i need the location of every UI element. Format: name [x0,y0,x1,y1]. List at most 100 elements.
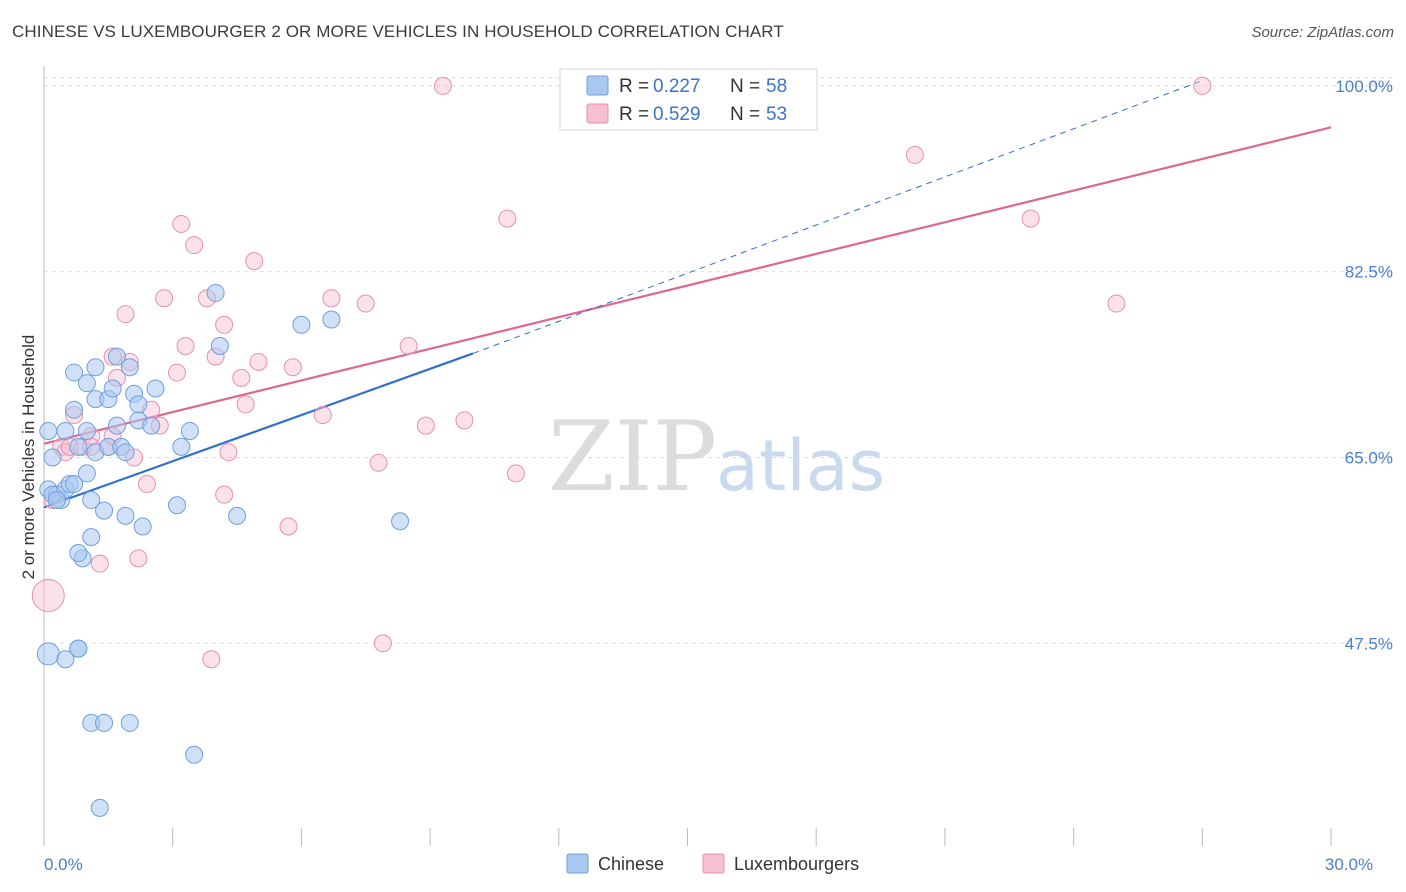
legend-bottom: Chinese Luxembourgers [566,853,859,874]
chinese-point [65,475,84,494]
luxembourgers-point [399,337,418,356]
chinese-point [56,650,75,669]
chinese-point [47,490,66,509]
chinese-point [95,501,114,520]
x-tick-label: 0.0% [44,855,83,874]
luxembourgers-point [416,416,435,435]
chinese-point [86,358,105,377]
luxembourgers-point [236,395,255,414]
luxembourgers-point [905,145,924,164]
y-tick-label: 100.0% [1335,77,1393,96]
chinese-point [77,464,96,483]
legend-top-lux-n-label: N = [730,104,760,125]
y-tick-label: 47.5% [1345,634,1393,653]
chinese-point [146,379,165,398]
chinese-point [185,745,204,764]
legend-bottom-chinese-label: Chinese [598,854,664,874]
luxembourgers-point [322,289,341,308]
chinese-point [120,713,139,732]
legend-top-lux-n-value: 53 [766,104,787,125]
chinese-point [69,437,88,456]
luxembourgers-point [31,579,65,613]
chinese-point [103,379,122,398]
luxembourgers-point [279,517,298,536]
chinese-point [82,528,101,547]
chinese-point [322,310,341,329]
chinese-point [292,315,311,334]
legend-top-chinese-r-value: 0.227 [653,76,701,97]
chinese-point [120,358,139,377]
luxembourgers-point [202,650,221,669]
chinese-point [206,283,225,302]
legend-top-lux-swatch [586,103,609,124]
chinese-point [129,395,148,414]
chinese-point [116,443,135,462]
chinese-point [107,416,126,435]
chinese-point [142,416,161,435]
chinese-point [90,798,109,817]
chinese-point [65,400,84,419]
luxembourgers-point [356,294,375,313]
chinese-point [77,421,96,440]
chart-title: CHINESE VS LUXEMBOURGER 2 OR MORE VEHICL… [12,22,784,41]
chinese-point [107,347,126,366]
chinese-point [82,490,101,509]
source-label: Source: ZipAtlas.com [1251,24,1394,41]
legend-bottom-lux-label: Luxembourgers [734,854,859,874]
legend-bottom-chinese-swatch [566,853,589,874]
legend-top-chinese-swatch [586,75,609,96]
luxembourgers-point [1193,76,1212,95]
trend-layer [43,80,1332,509]
luxembourgers-point [215,315,234,334]
legend-top-lux-r-value: 0.529 [653,104,701,125]
y-axis-label: 2 or more Vehicles in Household [19,335,38,580]
chinese-point [36,642,60,666]
luxembourgers-point [129,549,148,568]
luxembourgers-trendline [43,126,1332,445]
luxembourgers-point [219,443,238,462]
chinese-point [228,506,247,525]
chinese-point [56,421,75,440]
y-tick-label: 82.5% [1345,263,1393,282]
luxembourgers-point [90,554,109,573]
luxembourgers-point [185,236,204,255]
chinese-point [180,421,199,440]
luxembourgers-point [498,209,517,228]
luxembourgers-point [167,363,186,382]
legend-top-chinese-n-label: N = [730,76,760,97]
y-tick-label: 65.0% [1345,449,1393,468]
luxembourgers-point [433,76,452,95]
chinese-point [69,639,88,658]
chinese-point [39,421,58,440]
chinese-point [167,496,186,515]
watermark-zip: ZIP [548,401,717,513]
legend-top-chinese-n-value: 58 [766,76,787,97]
point-layer [31,76,1212,817]
watermark: ZIP atlas [548,401,885,513]
chinese-point [95,713,114,732]
chinese-point [133,517,152,536]
luxembourgers-point [172,214,191,233]
chinese-point [210,337,229,356]
legend-bottom-lux-swatch [702,853,725,874]
luxembourgers-point [455,411,474,430]
chinese-trendline [43,352,474,509]
luxembourgers-point [215,485,234,504]
chinese-point [77,374,96,393]
luxembourgers-point [155,289,174,308]
luxembourgers-point [369,453,388,472]
x-tick-label: 30.0% [1325,855,1373,874]
chinese-point [69,544,88,563]
legend-top: R = 0.227 N = 58 R = 0.529 N = 53 [559,68,818,131]
luxembourgers-point [373,634,392,653]
chinese-point [391,512,410,531]
luxembourgers-point [1021,209,1040,228]
chinese-point [116,506,135,525]
luxembourgers-point [313,406,332,425]
chinese-trendline-extension [472,80,1203,354]
luxembourgers-point [506,464,525,483]
luxembourgers-point [283,358,302,377]
luxembourgers-point [116,305,135,324]
legend-top-lux-r-label: R = [619,104,649,125]
